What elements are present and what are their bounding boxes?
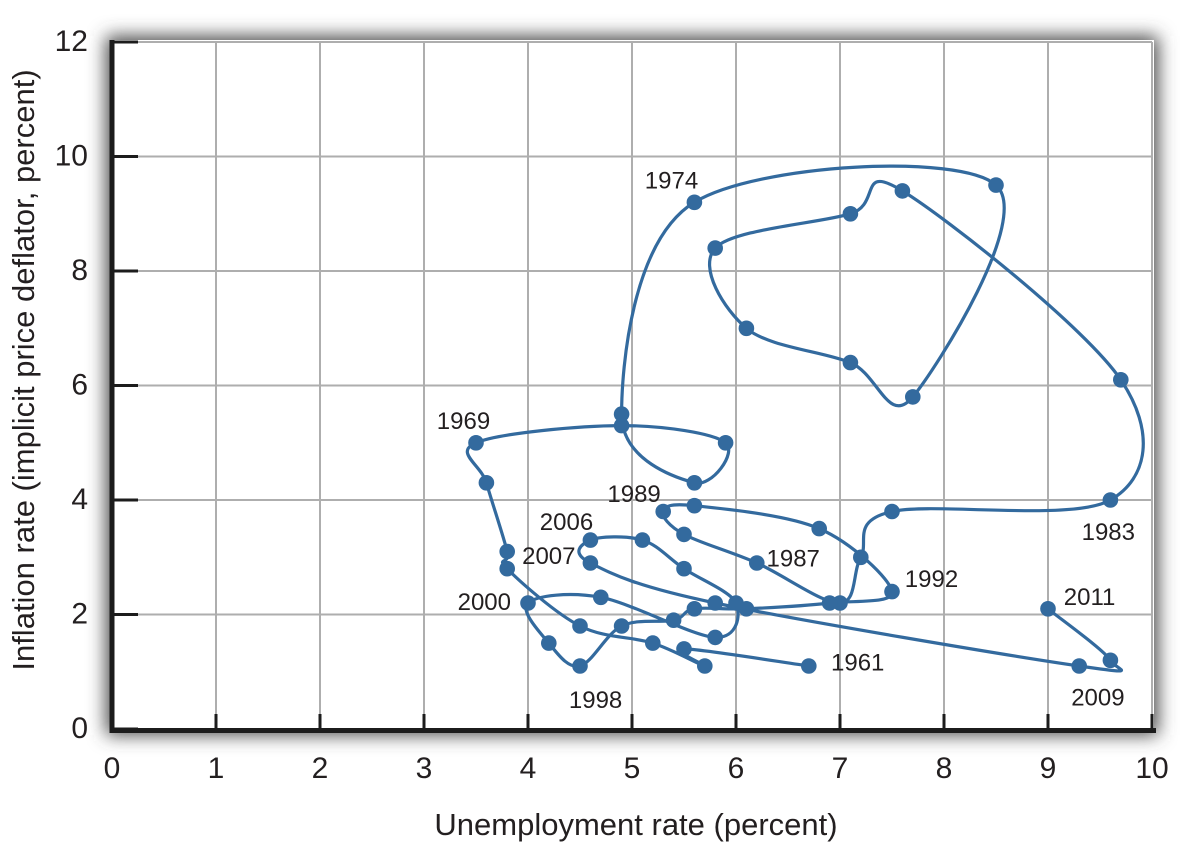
data-point-2005	[634, 532, 651, 548]
data-point-1991	[811, 520, 827, 537]
year-label-1992: 1992	[905, 566, 958, 593]
data-point-1998	[572, 658, 588, 674]
x-tick-label-5: 5	[624, 752, 641, 785]
x-axis-title: Unemployment rate (percent)	[434, 807, 837, 842]
data-point-1995	[686, 601, 703, 617]
x-tick-label-10: 10	[1135, 752, 1168, 785]
data-point-2002	[707, 629, 723, 646]
year-label-1998: 1998	[569, 687, 622, 714]
data-point-1996	[665, 612, 682, 628]
data-point-2003	[728, 595, 744, 611]
data-point-1962	[676, 641, 692, 657]
data-point-1969	[468, 435, 484, 451]
y-tick-label-2: 2	[71, 598, 88, 631]
data-point-1967	[499, 543, 515, 560]
data-point-1971	[717, 435, 734, 451]
data-point-1976	[905, 389, 921, 405]
x-tick-label-1: 1	[208, 752, 225, 785]
year-label-1987: 1987	[767, 545, 820, 572]
year-label-1969: 1969	[437, 408, 490, 435]
year-label-2009: 2009	[1071, 684, 1124, 711]
year-label-1989: 1989	[607, 481, 660, 508]
data-point-1965	[572, 618, 588, 634]
year-label-2006: 2006	[540, 509, 593, 536]
data-point-2001	[593, 589, 609, 606]
x-tick-label-4: 4	[520, 752, 537, 785]
year-label-2000: 2000	[458, 589, 511, 616]
y-tick-label-6: 6	[71, 369, 88, 402]
data-point-1975	[988, 177, 1004, 193]
data-point-2006	[582, 532, 599, 548]
data-point-1999	[541, 635, 557, 651]
data-point-1984	[884, 503, 900, 520]
data-point-1961	[801, 658, 817, 674]
y-tick-label-10: 10	[55, 140, 88, 173]
data-point-1985	[853, 549, 869, 566]
data-point-1997	[613, 618, 630, 634]
y-axis-title: Inflation rate (implicit price deflator,…	[6, 69, 41, 670]
year-label-1974: 1974	[645, 167, 698, 194]
data-point-1966	[499, 560, 515, 577]
data-point-1977	[842, 354, 859, 371]
data-point-1981	[894, 183, 911, 199]
data-point-2007	[582, 555, 599, 571]
data-point-1968	[478, 475, 495, 491]
x-tick-label-6: 6	[728, 752, 745, 785]
year-label-2011: 2011	[1064, 584, 1116, 611]
year-label-2007: 2007	[522, 543, 575, 570]
data-point-2000	[520, 595, 536, 611]
year-label-1983: 1983	[1082, 519, 1135, 546]
data-point-1990	[686, 497, 703, 514]
data-point-2010	[1102, 652, 1119, 669]
data-point-1982	[1113, 372, 1129, 388]
data-point-1987	[749, 555, 765, 571]
data-point-1974	[686, 194, 703, 211]
data-point-2009	[1071, 658, 1087, 674]
data-point-1972	[686, 475, 703, 491]
y-tick-label-0: 0	[71, 712, 88, 745]
plot-layer: 0 1 2 3 4 5 6 7 8 9 100246810121961196919741983198…	[55, 25, 1169, 785]
x-tick-label-0: 0	[104, 752, 121, 785]
data-point-1973	[613, 406, 630, 422]
x-tick-label-3: 3	[416, 752, 433, 785]
x-tick-label-2: 2	[312, 752, 329, 785]
data-point-1993	[821, 595, 838, 611]
data-point-2008	[707, 595, 723, 611]
data-point-1980	[842, 206, 859, 222]
data-point-1988	[676, 526, 692, 543]
data-point-1979	[707, 240, 723, 256]
y-tick-label-12: 12	[55, 25, 88, 58]
data-point-1978	[738, 320, 755, 337]
x-tick-label-8: 8	[936, 752, 953, 785]
data-point-1970	[613, 417, 630, 434]
y-tick-label-4: 4	[71, 483, 88, 516]
x-tick-label-9: 9	[1040, 752, 1057, 785]
x-tick-label-7: 7	[832, 752, 849, 785]
data-point-1983	[1102, 492, 1119, 508]
y-tick-label-8: 8	[71, 254, 88, 287]
year-label-1961: 1961	[831, 649, 884, 676]
data-point-2004	[676, 560, 692, 577]
data-point-1964	[645, 635, 661, 651]
data-point-1963	[697, 658, 713, 674]
data-point-1992	[884, 583, 900, 600]
data-point-2011	[1040, 601, 1056, 617]
data-point-1989	[655, 503, 671, 520]
